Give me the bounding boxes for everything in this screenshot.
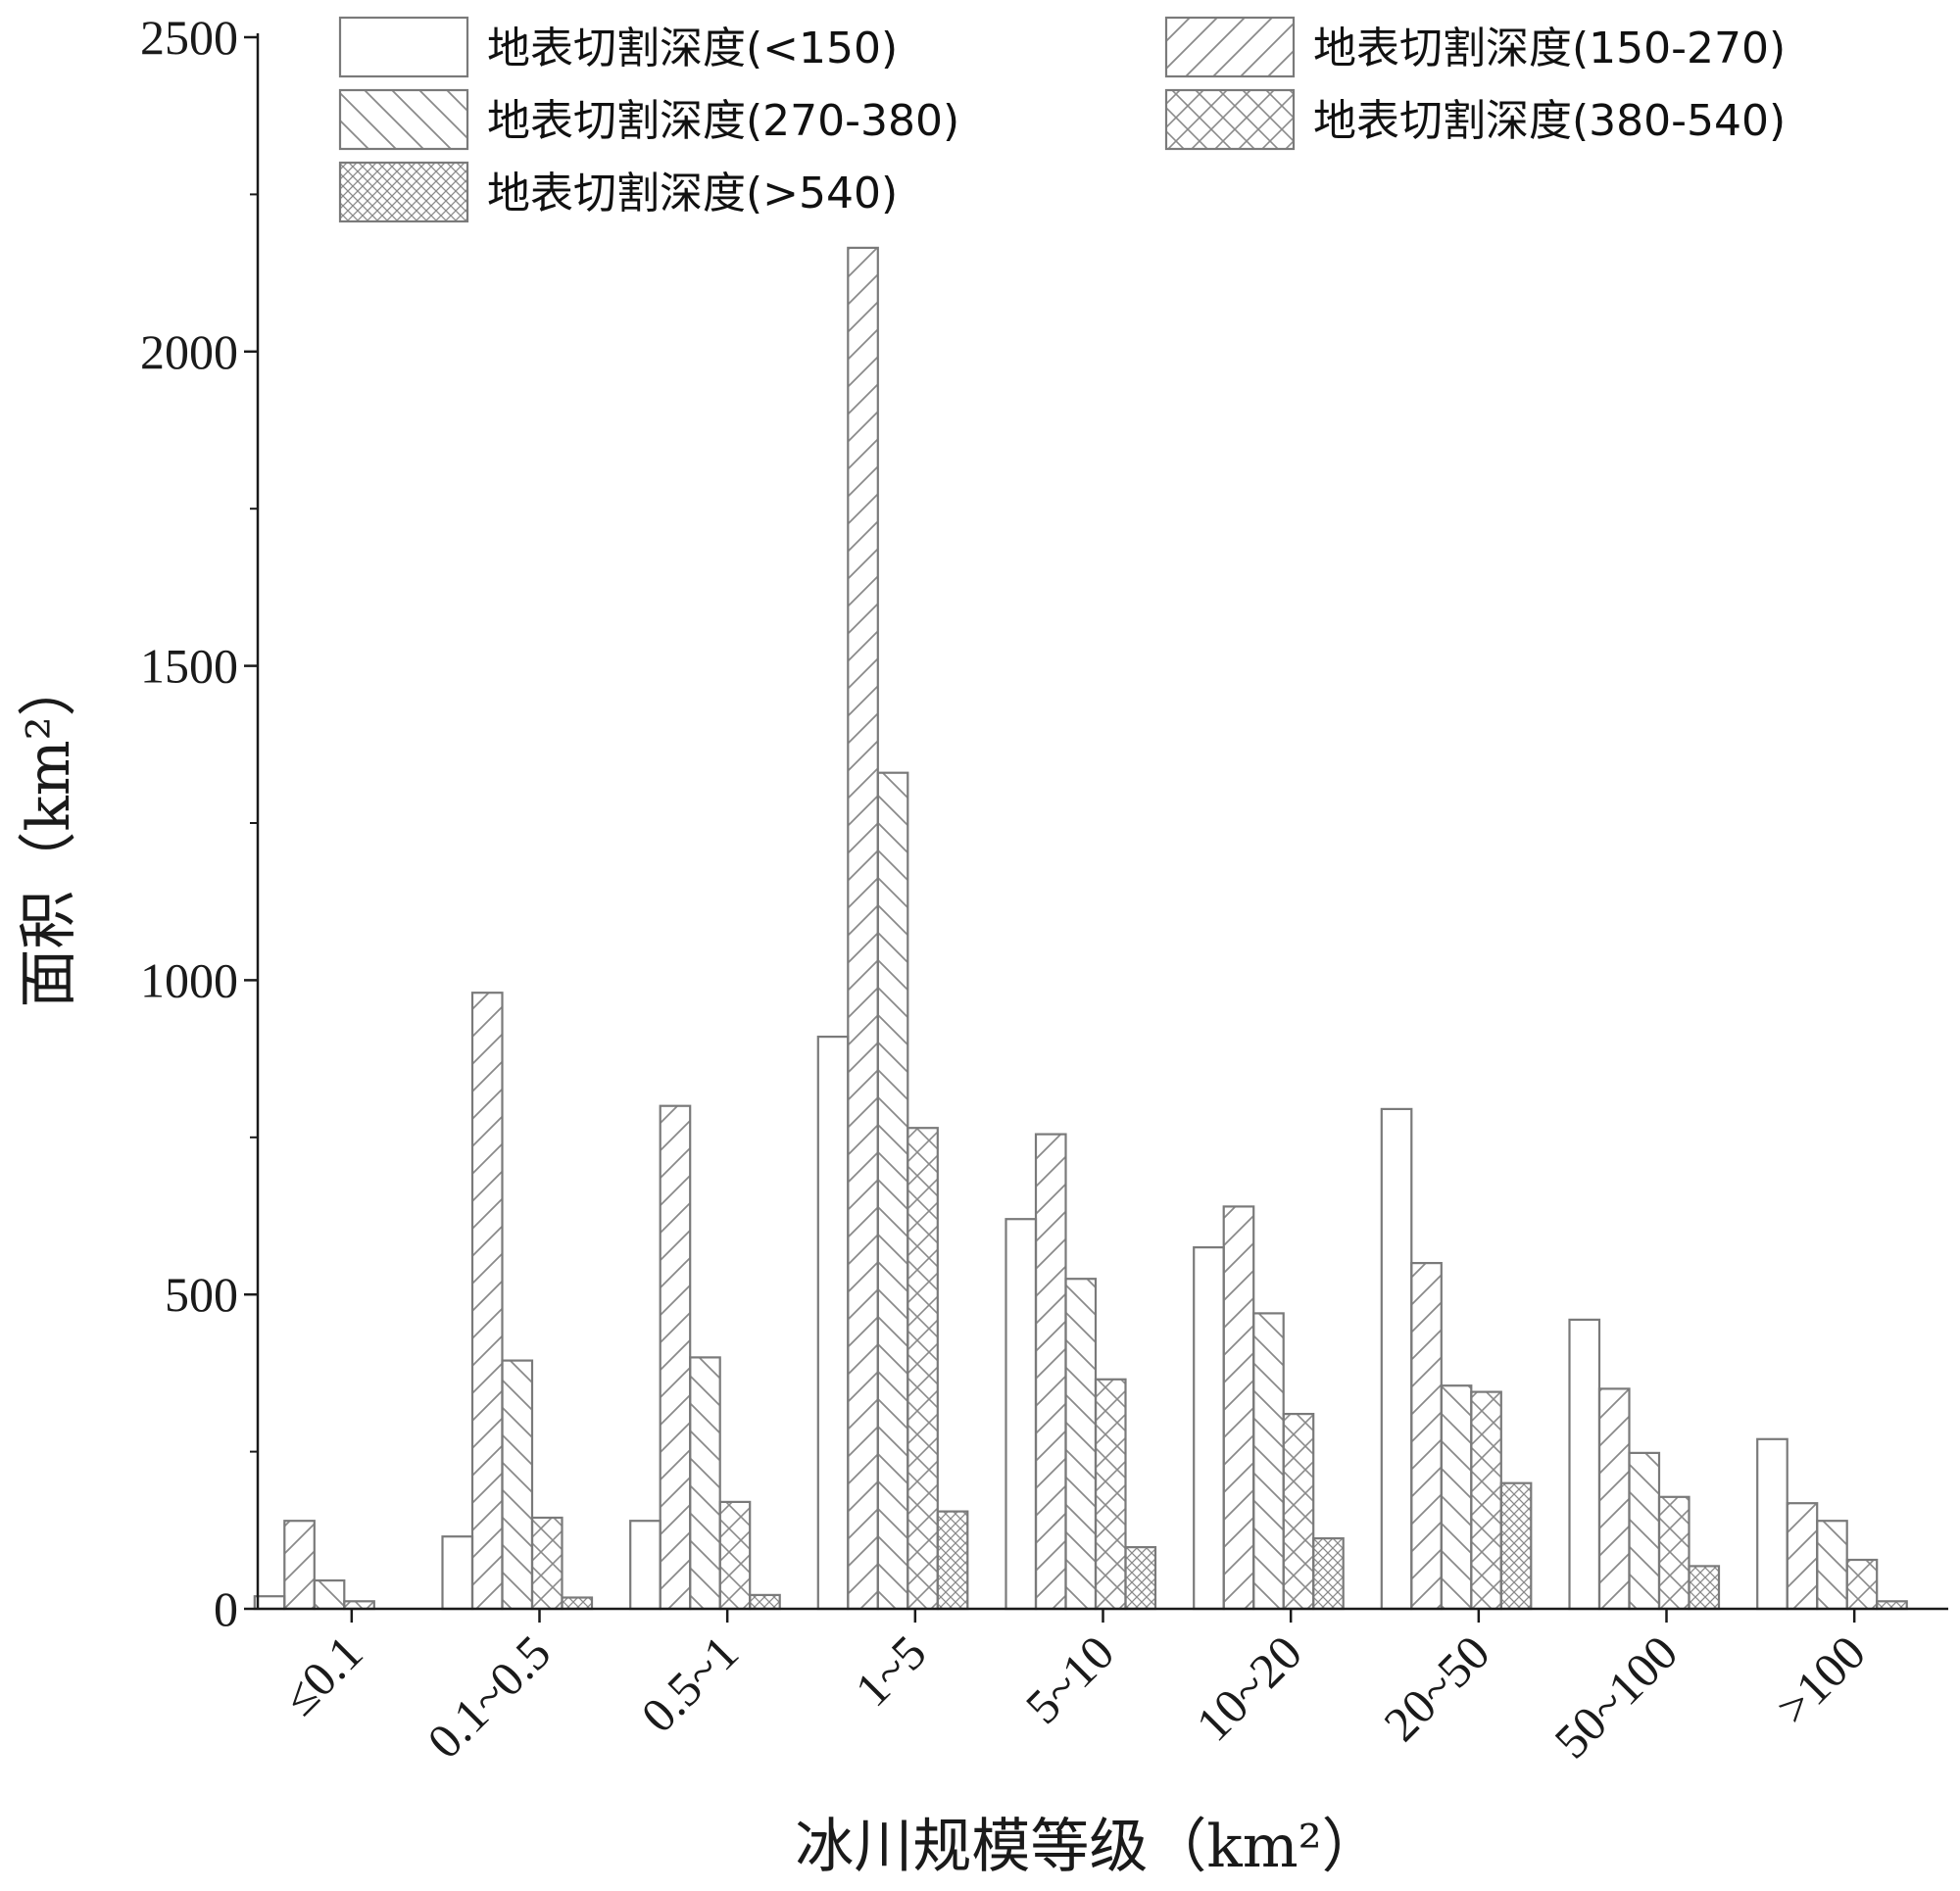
- bar: [718, 1500, 752, 1611]
- bar: [876, 771, 909, 1611]
- bar: [906, 1127, 939, 1611]
- x-tick-label: 10~20: [1186, 1624, 1312, 1751]
- y-tick-label: 2500: [140, 10, 238, 65]
- bar: [1597, 1387, 1631, 1611]
- bar: [936, 1510, 969, 1611]
- bar: [847, 246, 879, 1611]
- bar: [1628, 1451, 1661, 1611]
- bar: [470, 992, 504, 1611]
- y-axis-title: 面积（km²）: [15, 657, 83, 1007]
- bar: [1124, 1545, 1157, 1611]
- x-tick-label: 1~5: [845, 1624, 937, 1717]
- bar: [1034, 1133, 1067, 1611]
- legend-swatch: [338, 161, 469, 223]
- x-axis: ≤0.1 0.1~0.5 0.5~1 1~5 5~10 10~20 20~50 50~100 >…: [258, 1607, 1948, 1769]
- bar: [659, 1104, 692, 1611]
- bars-group: [253, 246, 1908, 1611]
- bar: [1312, 1536, 1345, 1611]
- bar: [629, 1520, 662, 1611]
- x-tick-label: 20~50: [1373, 1624, 1499, 1751]
- legend-label: 地表切割深度(150-270): [1313, 24, 1786, 73]
- legend-label: 地表切割深度(<150): [487, 24, 898, 73]
- bar: [283, 1520, 316, 1611]
- bar: [1756, 1437, 1788, 1611]
- bar: [1004, 1218, 1038, 1611]
- bar: [1657, 1495, 1690, 1611]
- y-tick-label: 1000: [140, 952, 238, 1007]
- bar: [253, 1595, 286, 1611]
- legend-swatch: [338, 16, 469, 78]
- bar: [1380, 1107, 1413, 1611]
- bar: [1282, 1412, 1315, 1611]
- x-tick-label: >100: [1765, 1624, 1876, 1735]
- y-axis: 0 500 1000 1500 2000 2500: [140, 10, 260, 1636]
- bar: [313, 1578, 346, 1611]
- bar: [1410, 1261, 1443, 1611]
- bar: [1440, 1384, 1473, 1611]
- bar: [749, 1593, 781, 1611]
- legend-swatch: [1164, 88, 1296, 151]
- bar: [441, 1535, 474, 1611]
- y-tick-label: 1500: [140, 639, 238, 694]
- x-tick-label: 0.5~1: [630, 1624, 749, 1743]
- bar: [1688, 1565, 1721, 1611]
- bar: [1193, 1245, 1225, 1611]
- legend-swatch: [338, 88, 469, 151]
- y-tick-label: 500: [165, 1267, 238, 1322]
- bar: [1470, 1390, 1502, 1611]
- y-tick-label: 2000: [140, 324, 238, 379]
- bar: [689, 1356, 721, 1611]
- bar: [1568, 1318, 1601, 1611]
- x-tick-label: 0.1~0.5: [416, 1624, 561, 1769]
- bar: [1064, 1278, 1098, 1611]
- x-tick-label: 50~100: [1544, 1624, 1688, 1769]
- legend-label: 地表切割深度(380-540): [1313, 96, 1786, 146]
- bar: [561, 1596, 594, 1611]
- bar: [1222, 1205, 1255, 1611]
- legend-label: 地表切割深度(>540): [487, 169, 898, 218]
- bar: [1252, 1312, 1285, 1611]
- x-axis-title: 冰川规模等级（km²）: [795, 1813, 1380, 1881]
- bar: [530, 1516, 564, 1611]
- x-tick-label: 5~10: [1015, 1624, 1125, 1734]
- bar: [1845, 1558, 1879, 1611]
- y-tick-label: 0: [214, 1581, 238, 1636]
- bar: [501, 1359, 534, 1611]
- x-tick-label: ≤0.1: [271, 1624, 372, 1725]
- bar: [1499, 1481, 1533, 1611]
- bar: [816, 1035, 850, 1611]
- bar: [1094, 1378, 1127, 1611]
- bar: [1816, 1520, 1848, 1611]
- legend-swatch: [1164, 16, 1296, 78]
- legend: 地表切割深度(<150) 地表切割深度(150-270) 地表切割深度(270-38…: [338, 16, 1786, 223]
- legend-label: 地表切割深度(270-380): [487, 96, 959, 146]
- bar: [1786, 1502, 1819, 1611]
